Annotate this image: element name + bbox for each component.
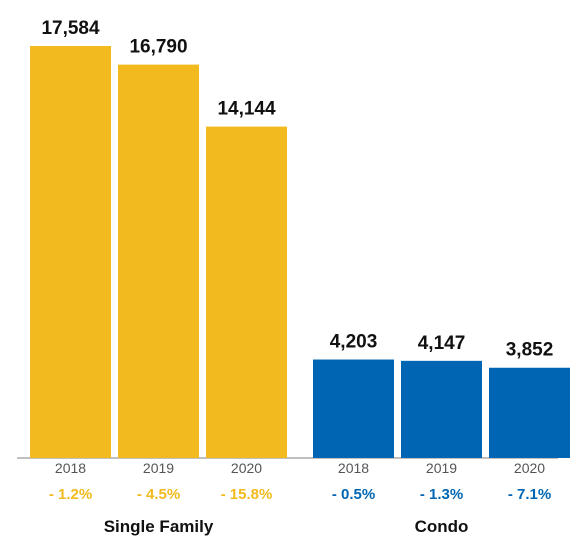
value-label-single-family-2019: 16,790 [129,37,187,58]
change-label-condo-2020: - 7.1% [508,486,551,503]
value-label-single-family-2020: 14,144 [217,99,276,120]
bar-condo-2020 [489,367,570,458]
value-label-condo-2019: 4,147 [418,333,466,354]
change-label-condo-2019: - 1.3% [420,486,463,503]
group-label-single-family: Single Family [104,517,214,536]
change-label-single-family-2019: - 4.5% [137,486,180,503]
tick-label-single-family-2018: 2018 [55,460,86,476]
tick-label-single-family-2019: 2019 [143,460,174,476]
tick-label-condo-2020: 2020 [514,460,545,476]
group-label-condo: Condo [415,517,469,536]
tick-label-condo-2018: 2018 [338,460,369,476]
bar-single-family-2020 [206,126,287,458]
tick-label-condo-2019: 2019 [426,460,457,476]
change-label-single-family-2020: - 15.8% [221,486,273,503]
change-label-single-family-2018: - 1.2% [49,486,92,503]
change-label-condo-2018: - 0.5% [332,486,375,503]
value-label-condo-2020: 3,852 [506,340,554,361]
bar-condo-2018 [313,359,394,458]
value-label-condo-2018: 4,203 [330,332,378,353]
bar-single-family-2018 [30,46,111,458]
bar-condo-2019 [401,360,482,458]
value-label-single-family-2018: 17,584 [41,18,100,39]
tick-label-single-family-2020: 2020 [231,460,262,476]
bar-single-family-2019 [118,64,199,458]
chart-marks: 17,584 2018 - 1.2% 16,790 2019 - 4.5% 14,144 20… [30,18,570,536]
